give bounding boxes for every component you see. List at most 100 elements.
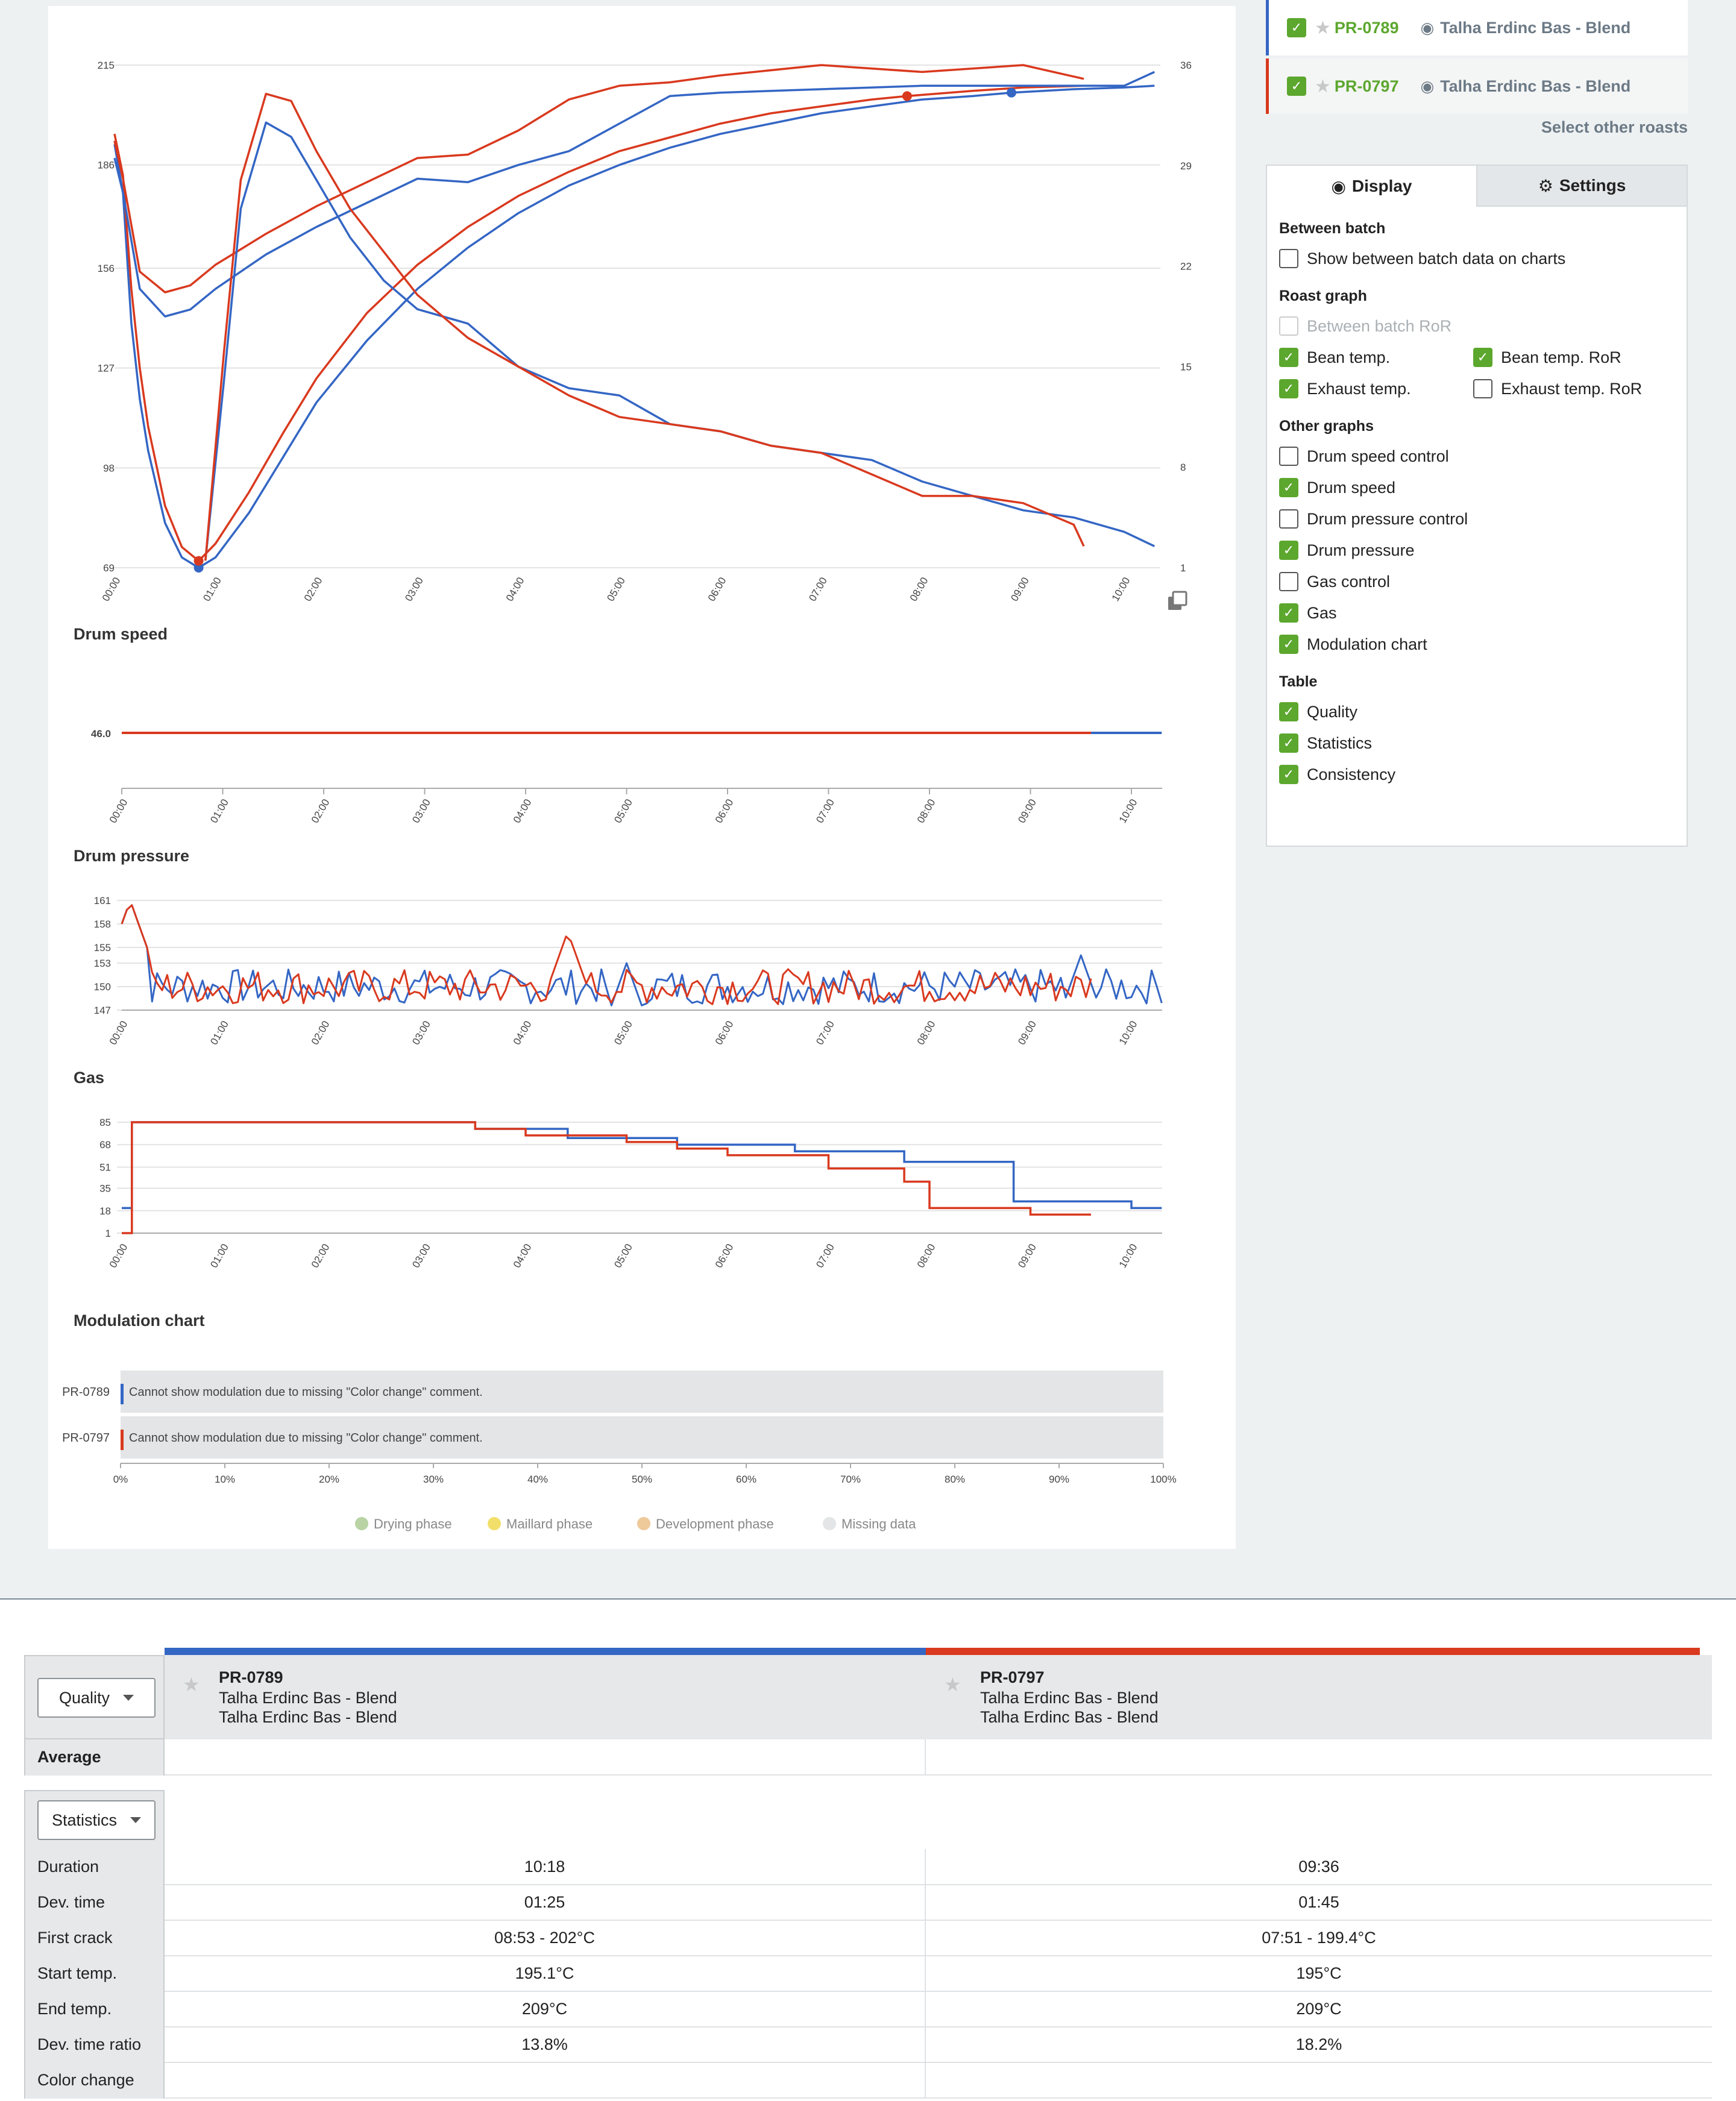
gas-line-pr-0789 xyxy=(122,1121,1162,1210)
x-tick-label: 01:00 xyxy=(208,1242,231,1270)
option-bean-temp-ror[interactable]: ✓ Bean temp. RoR xyxy=(1473,342,1667,373)
checkbox-disabled xyxy=(1279,316,1298,336)
x-tick-label: 08:00 xyxy=(915,797,938,825)
table-row: Start temp. 195.1°C 195°C xyxy=(24,1956,1712,1992)
star-icon[interactable]: ★ xyxy=(944,1674,961,1695)
star-icon[interactable]: ★ xyxy=(183,1674,200,1695)
checkbox-unchecked[interactable] xyxy=(1279,509,1298,529)
option-between-batch-ror: Between batch RoR xyxy=(1279,310,1675,342)
gas-chart[interactable]: 1 18 35 51 68 85 00:00 01:00 02:00 03:00 04:00 05:0… xyxy=(99,1117,1162,1270)
option-drum-pressure[interactable]: ✓ Drum pressure xyxy=(1279,535,1675,566)
star-icon[interactable]: ★ xyxy=(1315,17,1331,38)
quality-dropdown[interactable]: Quality xyxy=(37,1678,156,1718)
row-label: End temp. xyxy=(24,1991,165,2027)
x-tick-label: 06:00 xyxy=(713,1019,736,1047)
statistics-dropdown-label: Statistics xyxy=(51,1811,118,1829)
expand-chart-icon[interactable] xyxy=(1168,591,1187,610)
drum-pressure-chart[interactable]: 147 150 153 155 158 161 00:00 01:00 02:00 03:00 04… xyxy=(94,895,1163,1047)
x-tick-label: 09:00 xyxy=(1008,576,1031,603)
checkbox-checked[interactable]: ✓ xyxy=(1473,348,1492,367)
checkbox-unchecked[interactable] xyxy=(1279,572,1298,591)
option-gas-control[interactable]: Gas control xyxy=(1279,566,1675,597)
y-left-tick-label: 186 xyxy=(98,160,115,171)
series-line-pr-0797-bean-temp-ror xyxy=(204,92,1085,561)
checkbox-checked[interactable]: ✓ xyxy=(1279,702,1298,721)
checkbox-unchecked[interactable] xyxy=(1279,249,1298,268)
gear-icon: ⚙ xyxy=(1538,176,1553,195)
roast-id[interactable]: PR-0797 xyxy=(1334,77,1399,95)
option-quality[interactable]: ✓ Quality xyxy=(1279,696,1675,727)
column-roast-id[interactable]: PR-0797 xyxy=(980,1668,1045,1686)
row-label: Dev. time xyxy=(24,1885,165,1921)
eye-icon[interactable]: ◉ xyxy=(1420,18,1435,37)
checkbox-checked[interactable]: ✓ xyxy=(1279,635,1298,654)
tab-settings[interactable]: ⚙ Settings xyxy=(1476,166,1687,207)
column-roast-name: Talha Erdinc Bas - Blend xyxy=(980,1689,1159,1707)
checkbox-unchecked[interactable] xyxy=(1473,379,1492,398)
group-title: Roast graph xyxy=(1279,287,1367,304)
drum-speed-chart[interactable]: 00:00 01:00 02:00 03:00 04:00 05:00 06:00 07:00… xyxy=(91,728,1162,825)
eye-icon[interactable]: ◉ xyxy=(1420,77,1435,95)
checkbox-checked[interactable]: ✓ xyxy=(1279,541,1298,560)
checkbox-checked[interactable]: ✓ xyxy=(1279,379,1298,398)
row-label: Color change xyxy=(24,2062,165,2099)
roast-name[interactable]: Talha Erdinc Bas - Blend xyxy=(1440,18,1631,37)
tab-display-label: Display xyxy=(1351,177,1412,195)
option-drum-pressure-control[interactable]: Drum pressure control xyxy=(1279,503,1675,535)
option-gas[interactable]: ✓ Gas xyxy=(1279,597,1675,629)
option-consistency[interactable]: ✓ Consistency xyxy=(1279,759,1675,790)
display-settings-panel: ◉ Display ⚙ Settings Between batch Show … xyxy=(1266,165,1688,847)
option-modulation-chart[interactable]: ✓ Modulation chart xyxy=(1279,629,1675,660)
checkbox-checked[interactable]: ✓ xyxy=(1279,765,1298,784)
checkbox-checked[interactable]: ✓ xyxy=(1279,348,1298,367)
column-header-pr-0797: ★ PR-0797 Talha Erdinc Bas - Blend Talha… xyxy=(926,1655,1712,1739)
checkbox-checked[interactable]: ✓ xyxy=(1279,603,1298,623)
y-right-tick-label: 1 xyxy=(1180,562,1186,574)
x-tick-label: 20% xyxy=(319,1474,339,1485)
drum-pressure-line-pr-0797 xyxy=(121,904,1092,1005)
option-exhaust-temp[interactable]: ✓ Exhaust temp. xyxy=(1279,373,1473,404)
modulation-title: Modulation chart xyxy=(74,1311,205,1330)
roast-checkbox-checked[interactable]: ✓ xyxy=(1287,77,1306,96)
roast-row-pr-0797[interactable]: ✓ ★ PR-0797 ◉ Talha Erdinc Bas - Blend xyxy=(1266,58,1688,114)
roast-chart[interactable]: 69 1 98 8 127 15 156 22 186 29 215 36 00:00 01:00 02:0… xyxy=(98,60,1192,603)
roast-color-bar-pr-0797 xyxy=(926,1648,1700,1655)
checkbox-unchecked[interactable] xyxy=(1279,447,1298,466)
select-other-roasts-link[interactable]: Select other roasts xyxy=(1541,118,1688,136)
modulation-row-bg xyxy=(121,1416,1163,1459)
option-statistics[interactable]: ✓ Statistics xyxy=(1279,727,1675,759)
y-left-tick-label: 215 xyxy=(98,60,115,71)
roast-name[interactable]: Talha Erdinc Bas - Blend xyxy=(1440,77,1631,95)
option-drum-speed[interactable]: ✓ Drum speed xyxy=(1279,472,1675,503)
x-tick-label: 09:00 xyxy=(1016,1242,1039,1270)
star-icon[interactable]: ★ xyxy=(1315,76,1331,96)
option-show-between-batch[interactable]: Show between batch data on charts xyxy=(1279,243,1675,274)
y-tick-label: 1 xyxy=(105,1228,111,1239)
y-tick-label: 35 xyxy=(99,1183,111,1195)
option-label: Drum speed xyxy=(1307,478,1396,497)
checkbox-checked[interactable]: ✓ xyxy=(1279,478,1298,497)
panel-body: Between batch Show between batch data on… xyxy=(1267,207,1687,790)
roast-row-pr-0789[interactable]: ✓ ★ PR-0789 ◉ Talha Erdinc Bas - Blend xyxy=(1266,0,1688,55)
column-roast-id[interactable]: PR-0789 xyxy=(219,1668,283,1686)
drum-speed-value-label: 46.0 xyxy=(91,728,111,740)
option-bean-temp[interactable]: ✓ Bean temp. xyxy=(1279,342,1473,373)
average-value-pr-0789 xyxy=(165,1739,926,1776)
row-value: 195°C xyxy=(1296,1964,1342,1982)
x-tick-label: 03:00 xyxy=(410,1242,433,1270)
option-exhaust-temp-ror[interactable]: Exhaust temp. RoR xyxy=(1473,373,1667,404)
option-drum-speed-control[interactable]: Drum speed control xyxy=(1279,441,1675,472)
statistics-dropdown[interactable]: Statistics xyxy=(37,1800,156,1840)
roast-id[interactable]: PR-0789 xyxy=(1334,18,1399,37)
modulation-chart: PR-0789 Cannot show modulation due to mis… xyxy=(62,1371,1177,1531)
x-tick-label: 09:00 xyxy=(1016,797,1039,825)
x-tick-label: 01:00 xyxy=(208,1019,231,1047)
row-label: Dev. time ratio xyxy=(24,2027,165,2063)
x-tick-label: 10:00 xyxy=(1110,576,1133,603)
roast-checkbox-checked[interactable]: ✓ xyxy=(1287,18,1306,37)
y-right-tick-label: 29 xyxy=(1180,160,1192,172)
tab-display[interactable]: ◉ Display xyxy=(1267,166,1476,207)
gas-title: Gas xyxy=(74,1069,104,1087)
checkbox-checked[interactable]: ✓ xyxy=(1279,733,1298,753)
row-value: 01:45 xyxy=(1298,1893,1339,1911)
